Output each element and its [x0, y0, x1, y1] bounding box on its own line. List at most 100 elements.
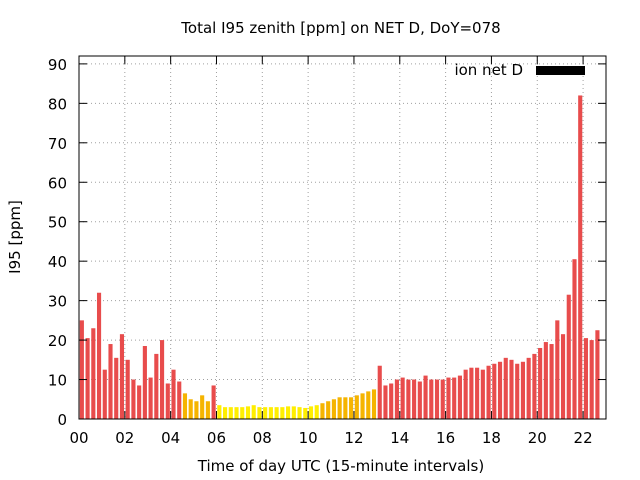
bar	[263, 407, 268, 419]
bar	[532, 353, 537, 419]
x-tick-label: 00	[69, 429, 88, 447]
bar	[177, 381, 182, 419]
bar	[560, 334, 566, 419]
bar	[549, 344, 554, 419]
bar	[148, 377, 153, 419]
legend-label: ion net D	[454, 61, 523, 79]
bar	[389, 383, 394, 419]
bar	[543, 342, 548, 419]
legend: ion net D	[454, 61, 585, 79]
bar	[280, 407, 285, 419]
bar	[286, 406, 291, 419]
y-tick-label: 0	[57, 411, 67, 429]
bar	[245, 406, 251, 419]
y-tick-label: 30	[48, 293, 67, 311]
bar	[440, 379, 445, 419]
bar	[423, 375, 428, 419]
bars	[79, 95, 600, 420]
bar	[228, 407, 233, 419]
y-tick-label: 20	[48, 332, 67, 350]
bar	[165, 383, 170, 419]
bar	[320, 403, 325, 419]
x-tick-label: 12	[344, 429, 363, 447]
x-tick-label: 16	[436, 429, 455, 447]
bar	[96, 292, 102, 419]
bar	[589, 340, 594, 419]
bar	[526, 357, 531, 419]
bar	[297, 407, 302, 419]
bar	[125, 359, 130, 419]
bar	[475, 367, 480, 419]
bar	[417, 381, 422, 419]
bar	[452, 377, 457, 419]
bar	[520, 361, 526, 419]
bar	[578, 95, 583, 420]
bar	[154, 353, 159, 419]
bar	[142, 346, 147, 419]
y-tick-label: 10	[48, 372, 67, 390]
bar	[308, 406, 314, 419]
bar	[240, 407, 245, 419]
bar	[371, 389, 377, 419]
grid	[79, 56, 606, 419]
bar	[314, 405, 319, 419]
bar	[188, 399, 193, 419]
bar	[469, 367, 474, 419]
bar	[303, 407, 308, 419]
bar	[337, 397, 342, 419]
y-tick-label: 40	[48, 253, 67, 271]
y-tick-label: 50	[48, 214, 67, 232]
bar	[343, 397, 348, 419]
bar	[200, 395, 205, 419]
y-tick-label: 70	[48, 135, 67, 153]
bar	[251, 405, 256, 419]
bar	[205, 401, 210, 419]
x-tick-label: 20	[528, 429, 547, 447]
bar	[354, 395, 359, 419]
y-tick-label: 80	[48, 95, 67, 113]
bar	[412, 379, 417, 419]
x-tick-label: 18	[482, 429, 501, 447]
bar	[234, 407, 239, 419]
x-axis-label: Time of day UTC (15-minute intervals)	[197, 457, 484, 475]
bar	[291, 406, 296, 419]
bar	[159, 340, 165, 419]
plot-frame	[78, 55, 607, 420]
bar	[257, 407, 262, 419]
bar	[566, 294, 571, 419]
bar	[394, 379, 399, 419]
bar	[446, 377, 451, 419]
bar	[223, 407, 228, 419]
bar	[137, 385, 142, 419]
bar	[85, 338, 90, 419]
x-tick-label: 04	[161, 429, 180, 447]
bar	[79, 320, 84, 419]
bar	[91, 328, 96, 419]
bar	[583, 338, 589, 419]
bar	[182, 393, 188, 419]
y-axis-label: I95 [ppm]	[6, 200, 24, 274]
bar	[217, 405, 222, 419]
bar	[360, 393, 365, 419]
x-tick-label: 10	[299, 429, 318, 447]
legend-swatch	[536, 66, 585, 75]
x-tick-label: 22	[574, 429, 593, 447]
y-tick-label: 60	[48, 174, 67, 192]
bar	[406, 379, 411, 419]
bar	[383, 385, 388, 419]
bar	[102, 369, 107, 419]
x-tick-label: 14	[390, 429, 409, 447]
bar	[400, 377, 405, 419]
x-ticks: 00 02 04 06 08 10 12 14 16 18 20 22	[69, 56, 593, 447]
bar	[509, 359, 514, 419]
bar	[326, 401, 331, 419]
bar	[194, 401, 199, 419]
y-tick-label: 90	[48, 56, 67, 74]
bar	[538, 347, 543, 419]
bar	[331, 399, 336, 419]
bar	[114, 357, 119, 419]
bar	[274, 407, 279, 419]
bar	[171, 369, 176, 419]
bar	[131, 379, 136, 419]
